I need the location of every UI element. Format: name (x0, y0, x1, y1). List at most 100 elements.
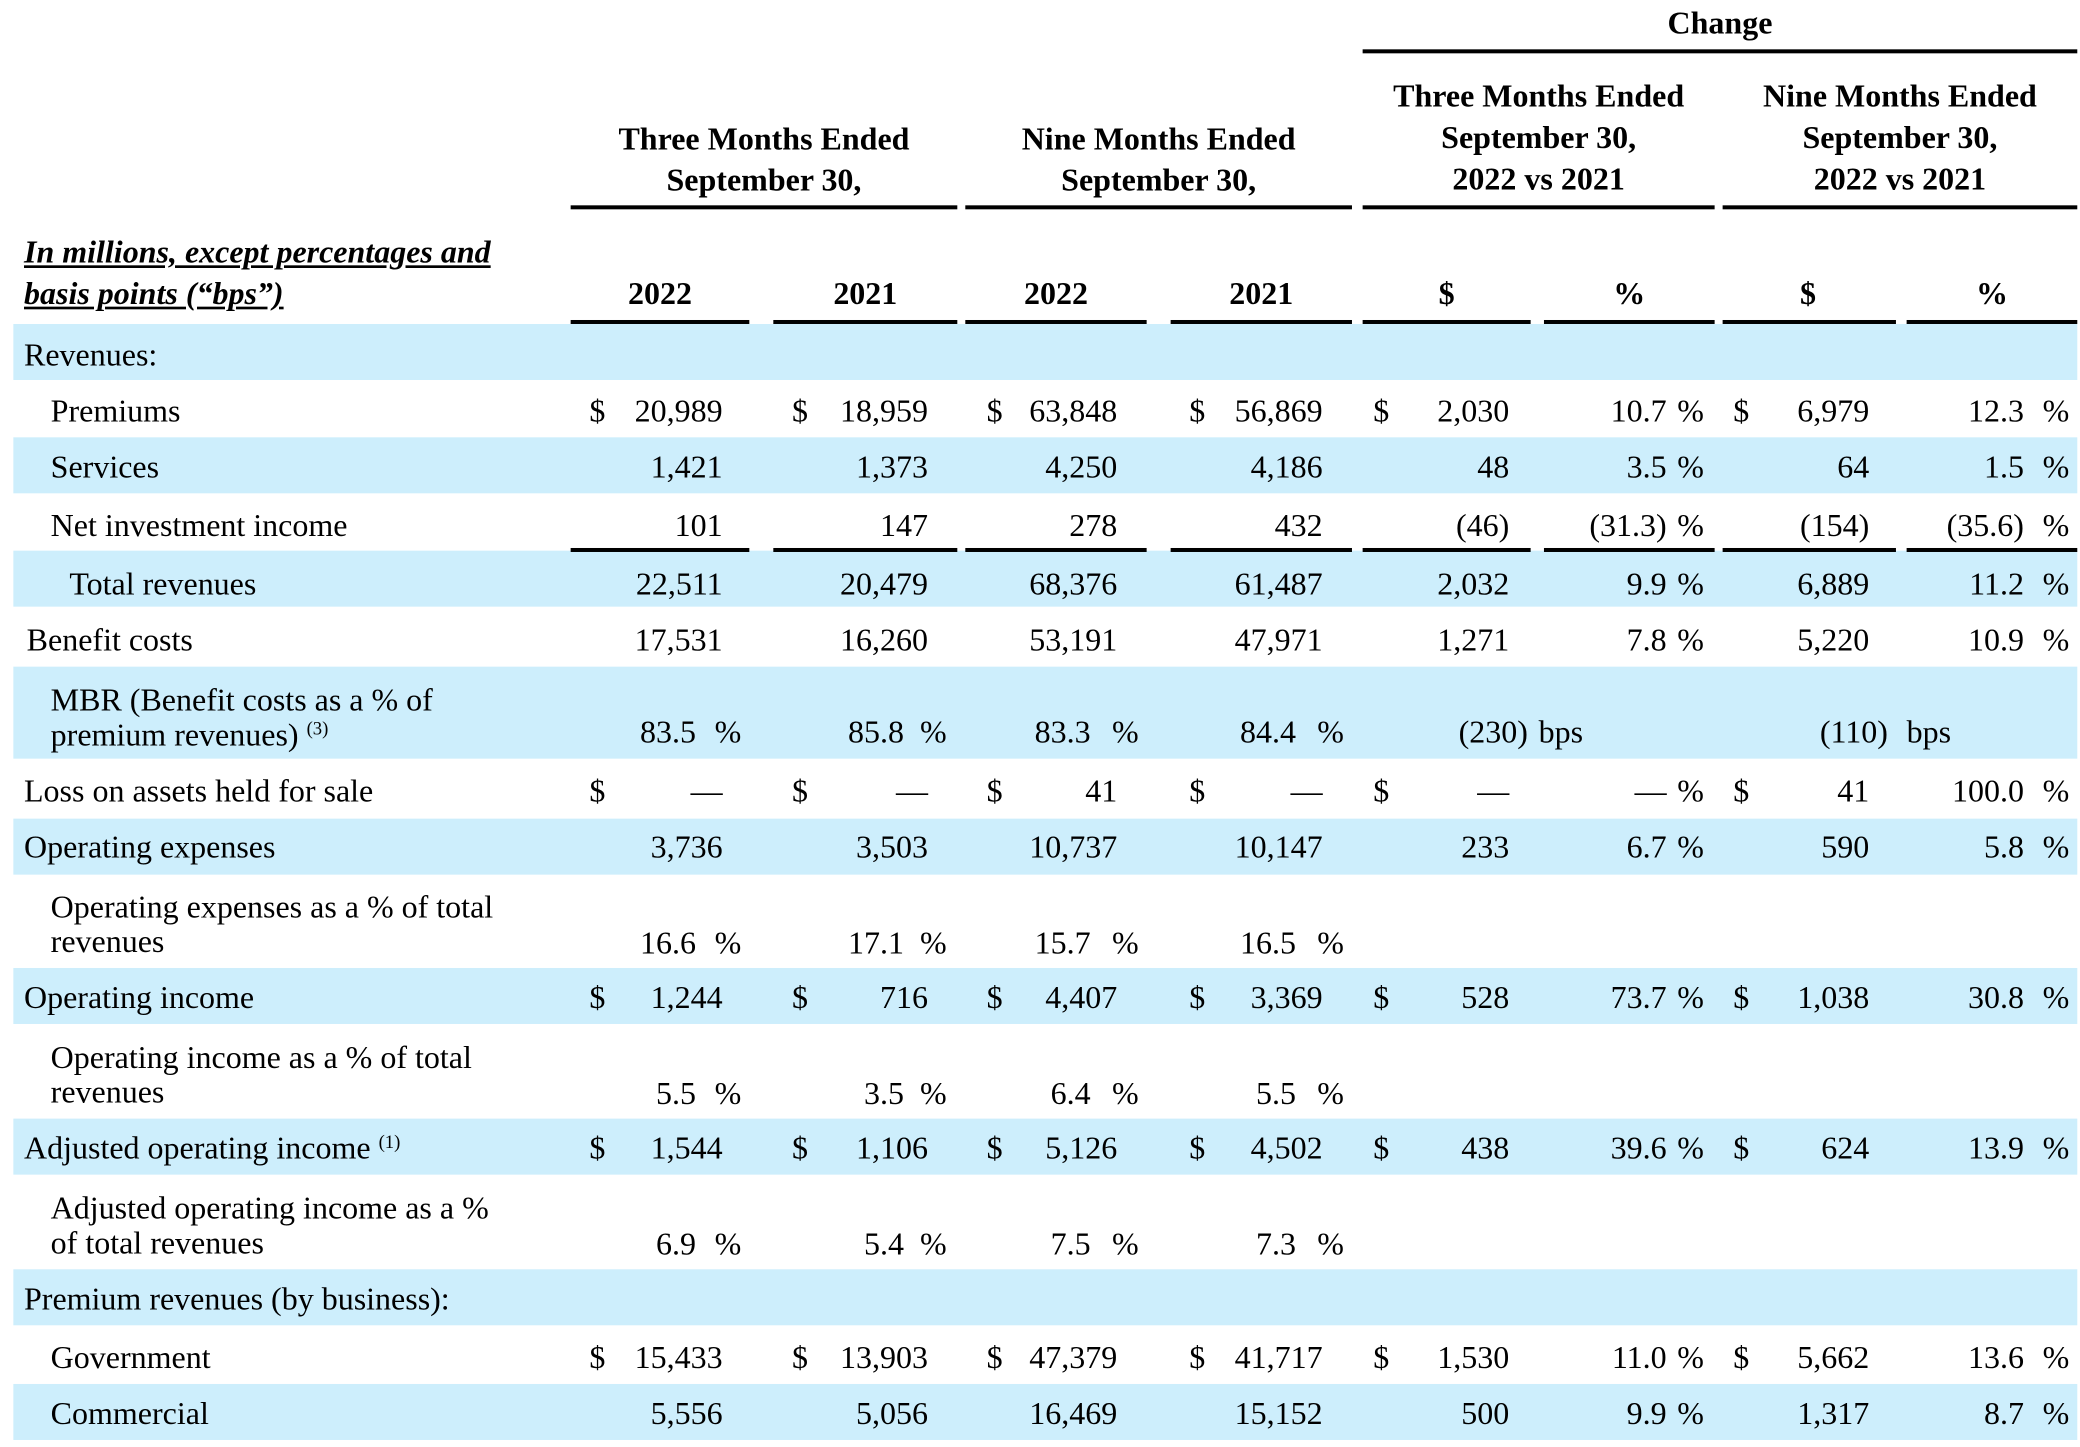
cell-com-0: 5,556 (650, 1397, 723, 1432)
row-label-net-investment-income: Net investment income (50, 509, 348, 544)
col-group-nine-months: Nine Months Ended September 30, (1021, 122, 1296, 199)
cell-premiums-7: 12.3 (1967, 394, 2024, 430)
percent-sign: % (2042, 450, 2070, 486)
row-band (13, 1383, 2078, 1440)
cell-premiums-6: 6,979 (1797, 394, 1870, 430)
percent-sign: % (1111, 715, 1139, 751)
col-header-change-pct: % (1613, 277, 1646, 312)
dollar-sign: $ (589, 981, 606, 1016)
cell-benefit-6: 5,220 (1797, 623, 1870, 659)
percent-sign: % (1677, 1397, 1704, 1432)
cell-adj-2: 5,126 (1045, 1131, 1118, 1167)
cell-premiums-5: 10.7 (1610, 394, 1667, 430)
change-header: Change (1667, 6, 1773, 42)
dollar-sign: $ (589, 1131, 606, 1167)
dollar-sign: $ (1189, 774, 1206, 810)
header-rule (965, 319, 1147, 324)
header-rule (1722, 205, 2078, 210)
cell-benefit-0: 17,531 (634, 623, 723, 659)
percent-sign: % (1111, 926, 1139, 962)
dollar-sign: $ (589, 1341, 606, 1376)
percent-sign: % (2042, 1131, 2070, 1167)
col-header-change-dollar: $ (1438, 277, 1455, 312)
cell-mbr-0: 83.5 (639, 715, 696, 751)
cell-premiums-2: 63,848 (1029, 394, 1118, 430)
header-rule (1362, 49, 2078, 54)
percent-sign: % (2042, 509, 2070, 544)
cell-total_rev-0: 22,511 (635, 567, 723, 603)
cell-gov-2: 47,379 (1029, 1341, 1118, 1376)
percent-sign: % (919, 1227, 947, 1263)
header-rule (1906, 319, 2078, 324)
premium-revenues-heading: Premium revenues (by business): (23, 1282, 450, 1318)
percent-sign: % (1677, 1341, 1704, 1376)
cell-loss-7: 100.0 (1951, 774, 2024, 810)
cell-com-7: 8.7 (1983, 1397, 2024, 1432)
subtotal-rule (1722, 547, 1896, 552)
row-label-adjusted-operating-income: Adjusted operating income (1) (23, 1131, 401, 1167)
dollar-sign: $ (791, 394, 808, 430)
row-label-mbr: MBR (Benefit costs as a % of premium rev… (50, 683, 433, 754)
percent-sign: % (714, 926, 742, 962)
cell-opex_pct-0: 16.6 (639, 926, 696, 962)
cell-opinc_pct-3: 5.5 (1255, 1077, 1296, 1112)
cell-opex_pct-1: 17.1 (847, 926, 904, 962)
percent-sign: % (1677, 774, 1704, 810)
cell-opinc_pct-0: 5.5 (655, 1077, 696, 1112)
header-rule (1170, 319, 1352, 324)
cell-opex-0: 3,736 (650, 830, 723, 866)
row-band (13, 550, 2078, 607)
row-label-opinc-pct: Operating income as a % of total revenues (50, 1041, 472, 1111)
row-band (13, 666, 2078, 759)
dollar-sign: $ (986, 774, 1003, 810)
cell-loss-3: — (1290, 774, 1323, 810)
percent-sign: % (1677, 567, 1704, 603)
header-rule (773, 319, 958, 324)
col-group-change-nine-months: Nine Months Ended September 30, 2022 vs 20… (1763, 79, 2037, 198)
percent-sign: % (2042, 774, 2070, 810)
subtotal-rule (1543, 547, 1715, 552)
cell-opex-1: 3,503 (855, 830, 928, 866)
dollar-sign: $ (1373, 981, 1390, 1016)
cell-opinc-5: 73.7 (1610, 981, 1667, 1016)
cell-loss-2: 41 (1085, 774, 1118, 810)
cell-opex_pct-3: 16.5 (1239, 926, 1296, 962)
cell-gov-6: 5,662 (1797, 1341, 1870, 1376)
percent-sign: % (1677, 623, 1704, 659)
cell-adj-5: 39.6 (1610, 1131, 1667, 1167)
percent-sign: % (1317, 1227, 1344, 1263)
cell-com-3: 15,152 (1234, 1397, 1323, 1432)
dollar-sign: $ (1189, 394, 1206, 430)
percent-sign: % (1111, 1077, 1139, 1112)
row-label-operating-income: Operating income (23, 981, 255, 1016)
cell-premiums-4: 2,030 (1437, 394, 1510, 430)
cell-nii-4: (46) (1455, 509, 1510, 544)
footnote-ref: (3) (306, 719, 329, 740)
cell-adj_pct-3: 7.3 (1255, 1227, 1296, 1263)
cell-total_rev-2: 68,376 (1029, 567, 1118, 603)
row-band (13, 323, 2078, 380)
cell-benefit-2: 53,191 (1029, 623, 1118, 659)
dollar-sign: $ (1373, 1131, 1390, 1167)
row-band (13, 437, 2078, 494)
cell-com-6: 1,317 (1797, 1397, 1870, 1432)
cell-opex-5: 6.7 (1626, 830, 1667, 866)
cell-nii-0: 101 (674, 509, 723, 544)
dollar-sign: $ (1189, 981, 1206, 1016)
percent-sign: % (919, 1077, 947, 1112)
col-group-change-three-months: Three Months Ended September 30, 2022 vs 2… (1393, 79, 1685, 198)
cell-total_rev-6: 6,889 (1797, 567, 1870, 603)
footnote-ref: (1) (378, 1133, 401, 1154)
cell-adj_pct-2: 7.5 (1050, 1227, 1091, 1263)
header-rule (965, 205, 1352, 210)
cell-services-7: 1.5 (1983, 450, 2024, 486)
cell-opinc_pct-2: 6.4 (1050, 1077, 1091, 1112)
cell-services-6: 64 (1837, 450, 1870, 486)
subtotal-rule (1170, 547, 1352, 552)
dollar-sign: $ (986, 1341, 1003, 1376)
cell-total_rev-5: 9.9 (1626, 567, 1667, 603)
cell-premiums-1: 18,959 (839, 394, 928, 430)
cell-nii-6: (154) (1799, 509, 1870, 544)
cell-adj-6: 624 (1821, 1131, 1870, 1167)
